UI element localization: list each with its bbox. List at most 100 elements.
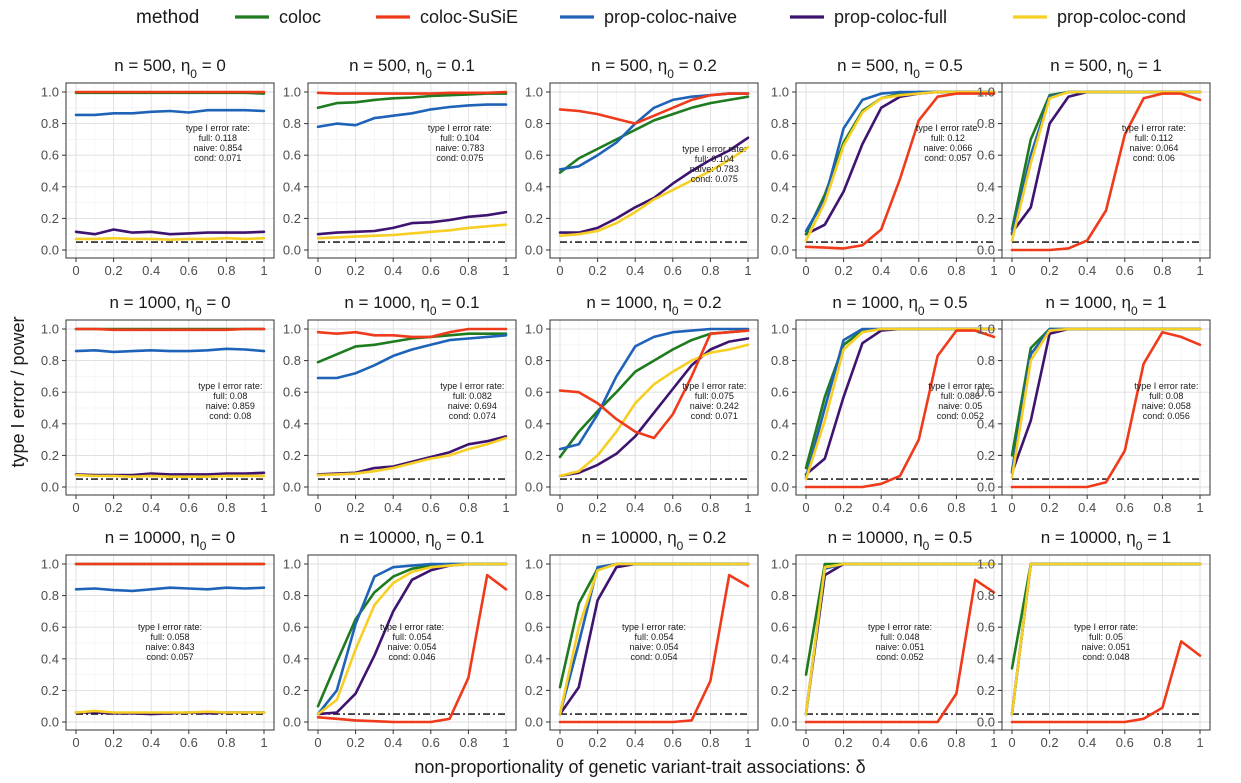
series-line-prop-coloc-naive bbox=[74, 586, 266, 593]
y-tick-label: 0.2 bbox=[283, 211, 301, 226]
panel-title: n = 1000, η0 = 0.2 bbox=[586, 293, 721, 318]
panel-title: n = 500, η0 = 0 bbox=[114, 56, 226, 81]
annotation-line: cond: 0.075 bbox=[436, 153, 483, 163]
series-line-prop-coloc-cond bbox=[1010, 562, 1202, 716]
y-tick-label: 0.8 bbox=[977, 116, 995, 131]
y-tick-label: 0.2 bbox=[41, 448, 59, 463]
x-tick-label: 0.2 bbox=[1041, 263, 1059, 278]
annotation-line: full: 0.048 bbox=[880, 632, 919, 642]
x-tick-label: 0.6 bbox=[664, 263, 682, 278]
y-tick-label: 0.6 bbox=[283, 620, 301, 635]
y-tick-label: 0.0 bbox=[525, 715, 543, 730]
x-tick-label: 1 bbox=[744, 500, 751, 515]
x-tick-label: 0.6 bbox=[422, 263, 440, 278]
x-tick-label: 0.8 bbox=[701, 735, 719, 750]
x-tick-label: 0.4 bbox=[1078, 263, 1096, 278]
series-line-coloc-SuSiE bbox=[1010, 330, 1202, 489]
y-tick-label: 1.0 bbox=[977, 85, 995, 100]
y-tick-label: 0.4 bbox=[283, 179, 301, 194]
legend-title: method bbox=[136, 7, 199, 28]
x-tick-label: 0 bbox=[802, 263, 809, 278]
series-line-coloc-SuSiE bbox=[74, 327, 266, 332]
series-line-prop-coloc-full bbox=[316, 210, 508, 236]
y-tick-label: 0.4 bbox=[525, 179, 543, 194]
y-tick-label: 0.2 bbox=[771, 211, 789, 226]
annotation-line: full: 0.08 bbox=[213, 391, 247, 401]
y-tick-label: 0.8 bbox=[771, 353, 789, 368]
x-tick-label: 0 bbox=[556, 263, 563, 278]
panel-border bbox=[307, 82, 517, 259]
y-tick-label: 0.0 bbox=[771, 715, 789, 730]
panel-title-eta: = 1 bbox=[1138, 293, 1167, 312]
panel-title-eta: = 0 bbox=[206, 528, 235, 547]
panel-title-n: n = 10000, η bbox=[340, 528, 435, 547]
y-tick-label: 0.8 bbox=[41, 353, 59, 368]
series-line-coloc bbox=[316, 332, 508, 364]
x-tick-label: 0 bbox=[314, 263, 321, 278]
x-tick-label: 0 bbox=[556, 735, 563, 750]
x-tick-label: 0.6 bbox=[910, 263, 928, 278]
x-tick-label: 0.6 bbox=[1116, 263, 1134, 278]
series-line-coloc-SuSiE bbox=[316, 90, 508, 95]
x-tick-label: 0.4 bbox=[142, 263, 160, 278]
y-tick-label: 0.4 bbox=[977, 416, 995, 431]
y-tick-label: 0.2 bbox=[977, 448, 995, 463]
annotation-line: cond: 0.06 bbox=[1133, 153, 1175, 163]
x-tick-label: 0.2 bbox=[589, 735, 607, 750]
annotation-line: naive: 0.854 bbox=[193, 143, 242, 153]
panel-title-n: n = 1000, η bbox=[109, 293, 195, 312]
y-tick-label: 0.6 bbox=[41, 620, 59, 635]
panel-title-n: n = 500, η bbox=[591, 56, 667, 75]
x-tick-label: 1 bbox=[1196, 500, 1203, 515]
y-tick-label: 0.2 bbox=[771, 683, 789, 698]
y-tick-label: 0.0 bbox=[283, 480, 301, 495]
x-tick-label: 0.2 bbox=[347, 500, 365, 515]
panel-title-sub: 0 bbox=[918, 304, 925, 318]
x-tick-label: 0.4 bbox=[384, 735, 402, 750]
panel-title-sub: 0 bbox=[913, 67, 920, 81]
y-tick-label: 0.0 bbox=[525, 480, 543, 495]
panel-title-n: n = 1000, η bbox=[586, 293, 672, 312]
x-axis-title: non-proportionality of genetic variant-t… bbox=[414, 757, 865, 777]
panel-border bbox=[65, 554, 275, 731]
x-tick-label: 0 bbox=[72, 500, 79, 515]
x-tick-label: 1 bbox=[1196, 263, 1203, 278]
x-tick-label: 0.2 bbox=[105, 735, 123, 750]
x-tick-label: 0.8 bbox=[947, 735, 965, 750]
panel-title: n = 1000, η0 = 0.1 bbox=[344, 293, 479, 318]
x-tick-label: 0 bbox=[314, 735, 321, 750]
x-tick-label: 0.6 bbox=[910, 500, 928, 515]
x-tick-label: 0.8 bbox=[947, 263, 965, 278]
panel-title: n = 10000, η0 = 0.5 bbox=[828, 528, 973, 553]
annotation-line: naive: 0.054 bbox=[629, 642, 678, 652]
y-tick-label: 0.4 bbox=[977, 179, 995, 194]
y-tick-label: 0.0 bbox=[771, 480, 789, 495]
y-tick-label: 0.0 bbox=[977, 480, 995, 495]
x-tick-label: 0.6 bbox=[180, 263, 198, 278]
panel-title-sub: 0 bbox=[672, 304, 679, 318]
annotation-line: naive: 0.051 bbox=[1081, 642, 1130, 652]
annotation-line: type I error rate: bbox=[1074, 622, 1138, 632]
series-line-prop-coloc-cond bbox=[74, 709, 266, 714]
y-tick-label: 0.0 bbox=[771, 243, 789, 258]
annotation-line: full: 0.054 bbox=[392, 632, 431, 642]
x-tick-label: 0 bbox=[314, 500, 321, 515]
annotation-line: type I error rate: bbox=[186, 123, 250, 133]
annotation-line: full: 0.104 bbox=[440, 133, 479, 143]
x-tick-label: 0.4 bbox=[142, 500, 160, 515]
panel-title-eta: = 0 bbox=[202, 293, 231, 312]
series-line-prop-coloc-naive bbox=[74, 108, 266, 117]
y-tick-label: 1.0 bbox=[525, 557, 543, 572]
panel-title-eta: = 0.5 bbox=[929, 528, 972, 547]
x-tick-label: 1 bbox=[990, 500, 997, 515]
x-tick-label: 0 bbox=[72, 735, 79, 750]
x-tick-label: 0.2 bbox=[347, 263, 365, 278]
annotation-line: cond: 0.046 bbox=[388, 652, 435, 662]
panel-title-sub: 0 bbox=[430, 304, 437, 318]
annotation-line: type I error rate: bbox=[138, 622, 202, 632]
panel-title-sub: 0 bbox=[195, 304, 202, 318]
